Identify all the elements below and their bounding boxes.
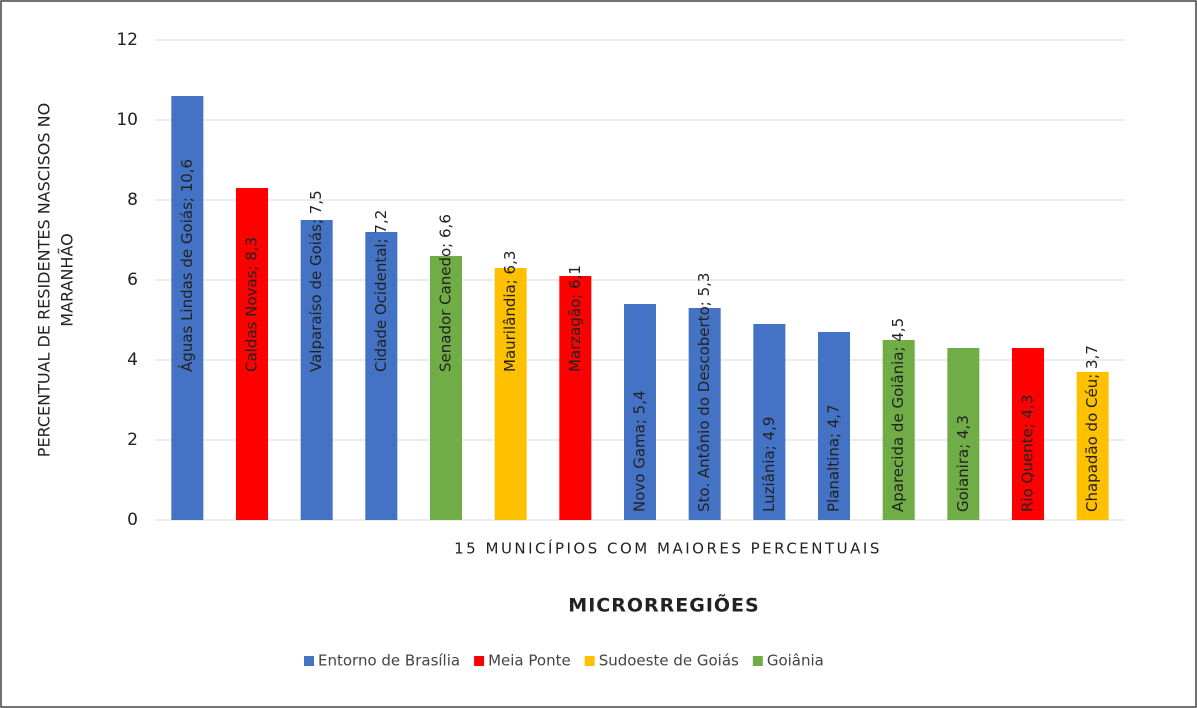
bar (1012, 348, 1044, 520)
data-label: Caldas Novas; 8,3 (243, 237, 261, 372)
legend-label: Sudoeste de Goiás (599, 652, 739, 670)
bar (300, 220, 333, 520)
data-label: Águas Lindas de Goiás; 10,6 (177, 159, 196, 372)
y-axis-label: PERCENTUAL DE RESIDENTES NASCISOS NO (35, 103, 54, 457)
bar (430, 256, 462, 520)
y-axis-label: MARANHÃO (58, 233, 77, 326)
data-label: Senador Canedo; 6,6 (437, 214, 455, 372)
y-tick-label: 0 (127, 510, 138, 530)
y-tick-label: 4 (127, 350, 138, 370)
legend-label: Meia Ponte (488, 652, 571, 670)
legend-label: Entorno de Brasília (318, 652, 460, 670)
legend-swatch (304, 656, 314, 666)
bar (882, 340, 915, 520)
bar (688, 308, 721, 520)
data-label: Rio Quente; 4,3 (1019, 395, 1037, 512)
bar (753, 324, 786, 520)
legend-swatch (752, 656, 763, 666)
legend-swatch (584, 656, 595, 666)
data-label: Planaltina; 4,7 (825, 404, 843, 512)
bar (1076, 372, 1109, 520)
legend-swatch (474, 656, 485, 666)
data-label: Cidade Ocidental; 7,2 (372, 210, 390, 372)
bar (559, 276, 592, 520)
bar (494, 268, 527, 520)
x-axis-label: 15 MUNICÍPIOS COM MAIORES PERCENTUAIS (454, 539, 882, 558)
bar (171, 96, 204, 520)
legend-title: MICRORREGIÕES (568, 593, 759, 617)
data-label: Maurilândia; 6,3 (501, 251, 519, 372)
bar (947, 348, 980, 520)
y-tick-label: 2 (127, 430, 138, 450)
data-label: Sto. Antônio do Descoberto; 5,3 (695, 273, 713, 512)
data-label: Luziânia; 4,9 (760, 417, 778, 512)
y-tick-label: 8 (127, 190, 138, 210)
data-label: Chapadão do Céu; 3,7 (1083, 345, 1101, 512)
y-tick-label: 12 (116, 30, 138, 50)
y-tick-label: 10 (116, 110, 138, 130)
data-label: Novo Gama; 5,4 (631, 390, 649, 512)
y-tick-label: 6 (127, 270, 138, 290)
bar (365, 232, 398, 520)
data-label: Goianira; 4,3 (954, 415, 972, 512)
bar (236, 188, 268, 520)
data-label: Marzagão; 6,1 (566, 265, 584, 372)
bar (624, 304, 656, 520)
bar (818, 332, 850, 520)
data-label: Aparecida de Goiânia; 4,5 (889, 318, 907, 512)
legend-label: Goiânia (767, 652, 824, 670)
data-label: Valparaíso de Goiás; 7,5 (307, 190, 325, 372)
